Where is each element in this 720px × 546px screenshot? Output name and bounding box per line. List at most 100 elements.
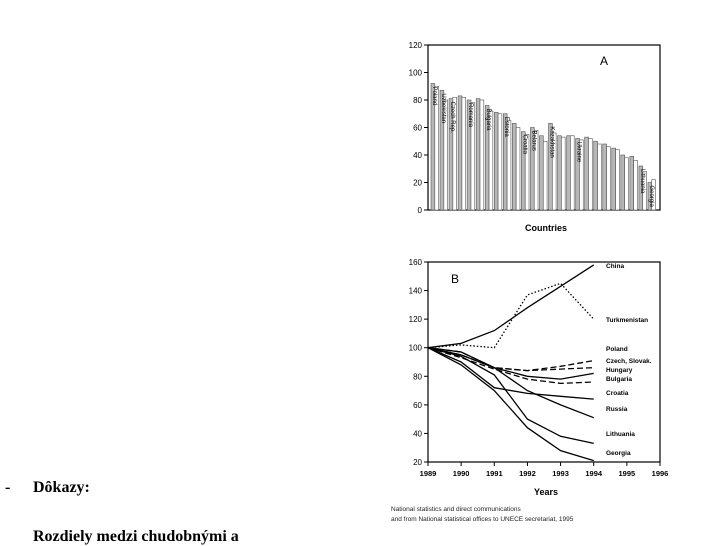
x-tick-label-b: 1993	[552, 469, 569, 478]
series-line-georgia	[427, 347, 594, 462]
series-label: China	[606, 263, 624, 270]
bar	[552, 132, 557, 211]
series-line-hungary	[427, 347, 594, 380]
bar	[443, 99, 448, 211]
category-label: Bulgaria	[485, 109, 491, 132]
bar	[515, 127, 521, 211]
bar	[570, 135, 575, 211]
y-tick-label-b: 20	[413, 458, 422, 467]
y-tick-label-b: 40	[413, 429, 422, 438]
bar	[479, 99, 485, 211]
bar	[457, 95, 463, 211]
bar	[611, 147, 616, 211]
y-tick-label-a: 40	[413, 151, 422, 160]
y-tick-label-a: 60	[413, 124, 422, 133]
y-tick-label-a: 100	[409, 69, 423, 78]
series-label: Bulgaria	[606, 376, 632, 383]
bar	[452, 96, 457, 211]
bar	[566, 135, 571, 211]
x-tick-label-b: 1989	[420, 469, 437, 478]
bar	[557, 135, 562, 211]
series-label: Croatia	[606, 390, 629, 397]
category-label: Georgia	[648, 186, 654, 208]
category-label: Poland	[431, 87, 437, 106]
bar	[512, 123, 517, 211]
series-line-russia	[427, 347, 594, 419]
bar	[588, 138, 593, 211]
bar	[584, 136, 589, 211]
bar	[475, 98, 481, 211]
panel-label-a: A	[600, 54, 608, 68]
bar	[506, 120, 512, 211]
bar	[497, 113, 503, 211]
bar	[633, 160, 638, 211]
y-tick-label-a: 20	[413, 179, 422, 188]
x-tick-label-b: 1994	[585, 469, 603, 478]
y-tick-label-b: 60	[413, 401, 422, 410]
category-label: Lithuania	[639, 169, 645, 194]
series-line-turkmenistan	[427, 282, 595, 349]
x-tick-label-b: 1996	[652, 469, 669, 478]
bar	[488, 110, 494, 211]
series-label: Russia	[606, 406, 628, 413]
bar	[615, 149, 620, 211]
category-label: Romania	[467, 103, 473, 128]
bullet-text: Dôkazy:	[33, 479, 90, 496]
bar	[470, 102, 476, 211]
x-tick-label-b: 1990	[453, 469, 470, 478]
y-tick-label-a: 0	[418, 206, 423, 215]
x-tick-label-b: 1995	[619, 469, 636, 478]
source-note-line-2: and from National statistical offices to…	[391, 516, 574, 523]
chart-panel-b: 20 40 60 80 100 120 140 160 1989 1990 1991 1992 1993…	[409, 258, 669, 497]
bar	[593, 140, 598, 211]
bar	[539, 135, 544, 211]
series-label: Lithuania	[606, 431, 635, 438]
series-label: Turkmenistan	[606, 317, 648, 324]
bar	[533, 129, 539, 211]
category-label: Croatia	[521, 135, 527, 155]
y-tick-label-a: 120	[409, 41, 423, 50]
x-axis-title-b: Years	[534, 487, 558, 497]
series-line-lithuania	[427, 347, 594, 445]
plot-frame-b	[427, 261, 661, 463]
y-tick-label-b: 140	[409, 287, 423, 296]
bar	[602, 143, 607, 211]
series-line-croatia	[427, 347, 594, 400]
y-tick-label-b: 80	[413, 372, 422, 381]
series-line-bulgaria	[427, 347, 594, 385]
bar	[642, 171, 647, 211]
series-label: Poland	[606, 346, 628, 353]
continuation-text: Rozdiely medzi chudobnými a	[33, 528, 239, 545]
panel-label-b: B	[451, 272, 459, 286]
bar	[624, 157, 629, 211]
bar	[561, 136, 566, 211]
bar	[597, 143, 602, 211]
y-tick-label-b: 120	[409, 315, 423, 324]
bar	[493, 112, 499, 211]
x-axis-title-a: Countries	[525, 223, 567, 233]
category-label: Estonia	[503, 117, 509, 138]
category-label: Ukraine	[576, 142, 582, 163]
series-label: Hungary	[606, 367, 633, 374]
category-label: Belarus	[530, 131, 536, 151]
x-tick-label-b: 1992	[519, 469, 536, 478]
x-tick-label-b: 1991	[486, 469, 503, 478]
bar	[651, 179, 656, 211]
y-tick-label-b: 160	[409, 258, 423, 267]
bar	[606, 146, 611, 211]
category-label: Czech Rep.	[449, 102, 455, 134]
series-line-china	[427, 264, 595, 349]
bar	[579, 139, 584, 211]
bar	[629, 156, 634, 211]
bar	[542, 140, 548, 211]
bar	[461, 96, 467, 211]
series-label: Czech, Slovak.	[606, 358, 652, 365]
bar	[620, 154, 625, 211]
category-label: Uzbekistan	[440, 93, 446, 123]
y-tick-label-b: 100	[409, 344, 423, 353]
chart-panel-a: 0 20 40 60 80 100 120 A Countries Poland Uzbekista…	[409, 41, 661, 233]
category-label: Kazakhstan	[548, 126, 554, 157]
bar	[524, 134, 530, 211]
bar	[434, 85, 439, 211]
